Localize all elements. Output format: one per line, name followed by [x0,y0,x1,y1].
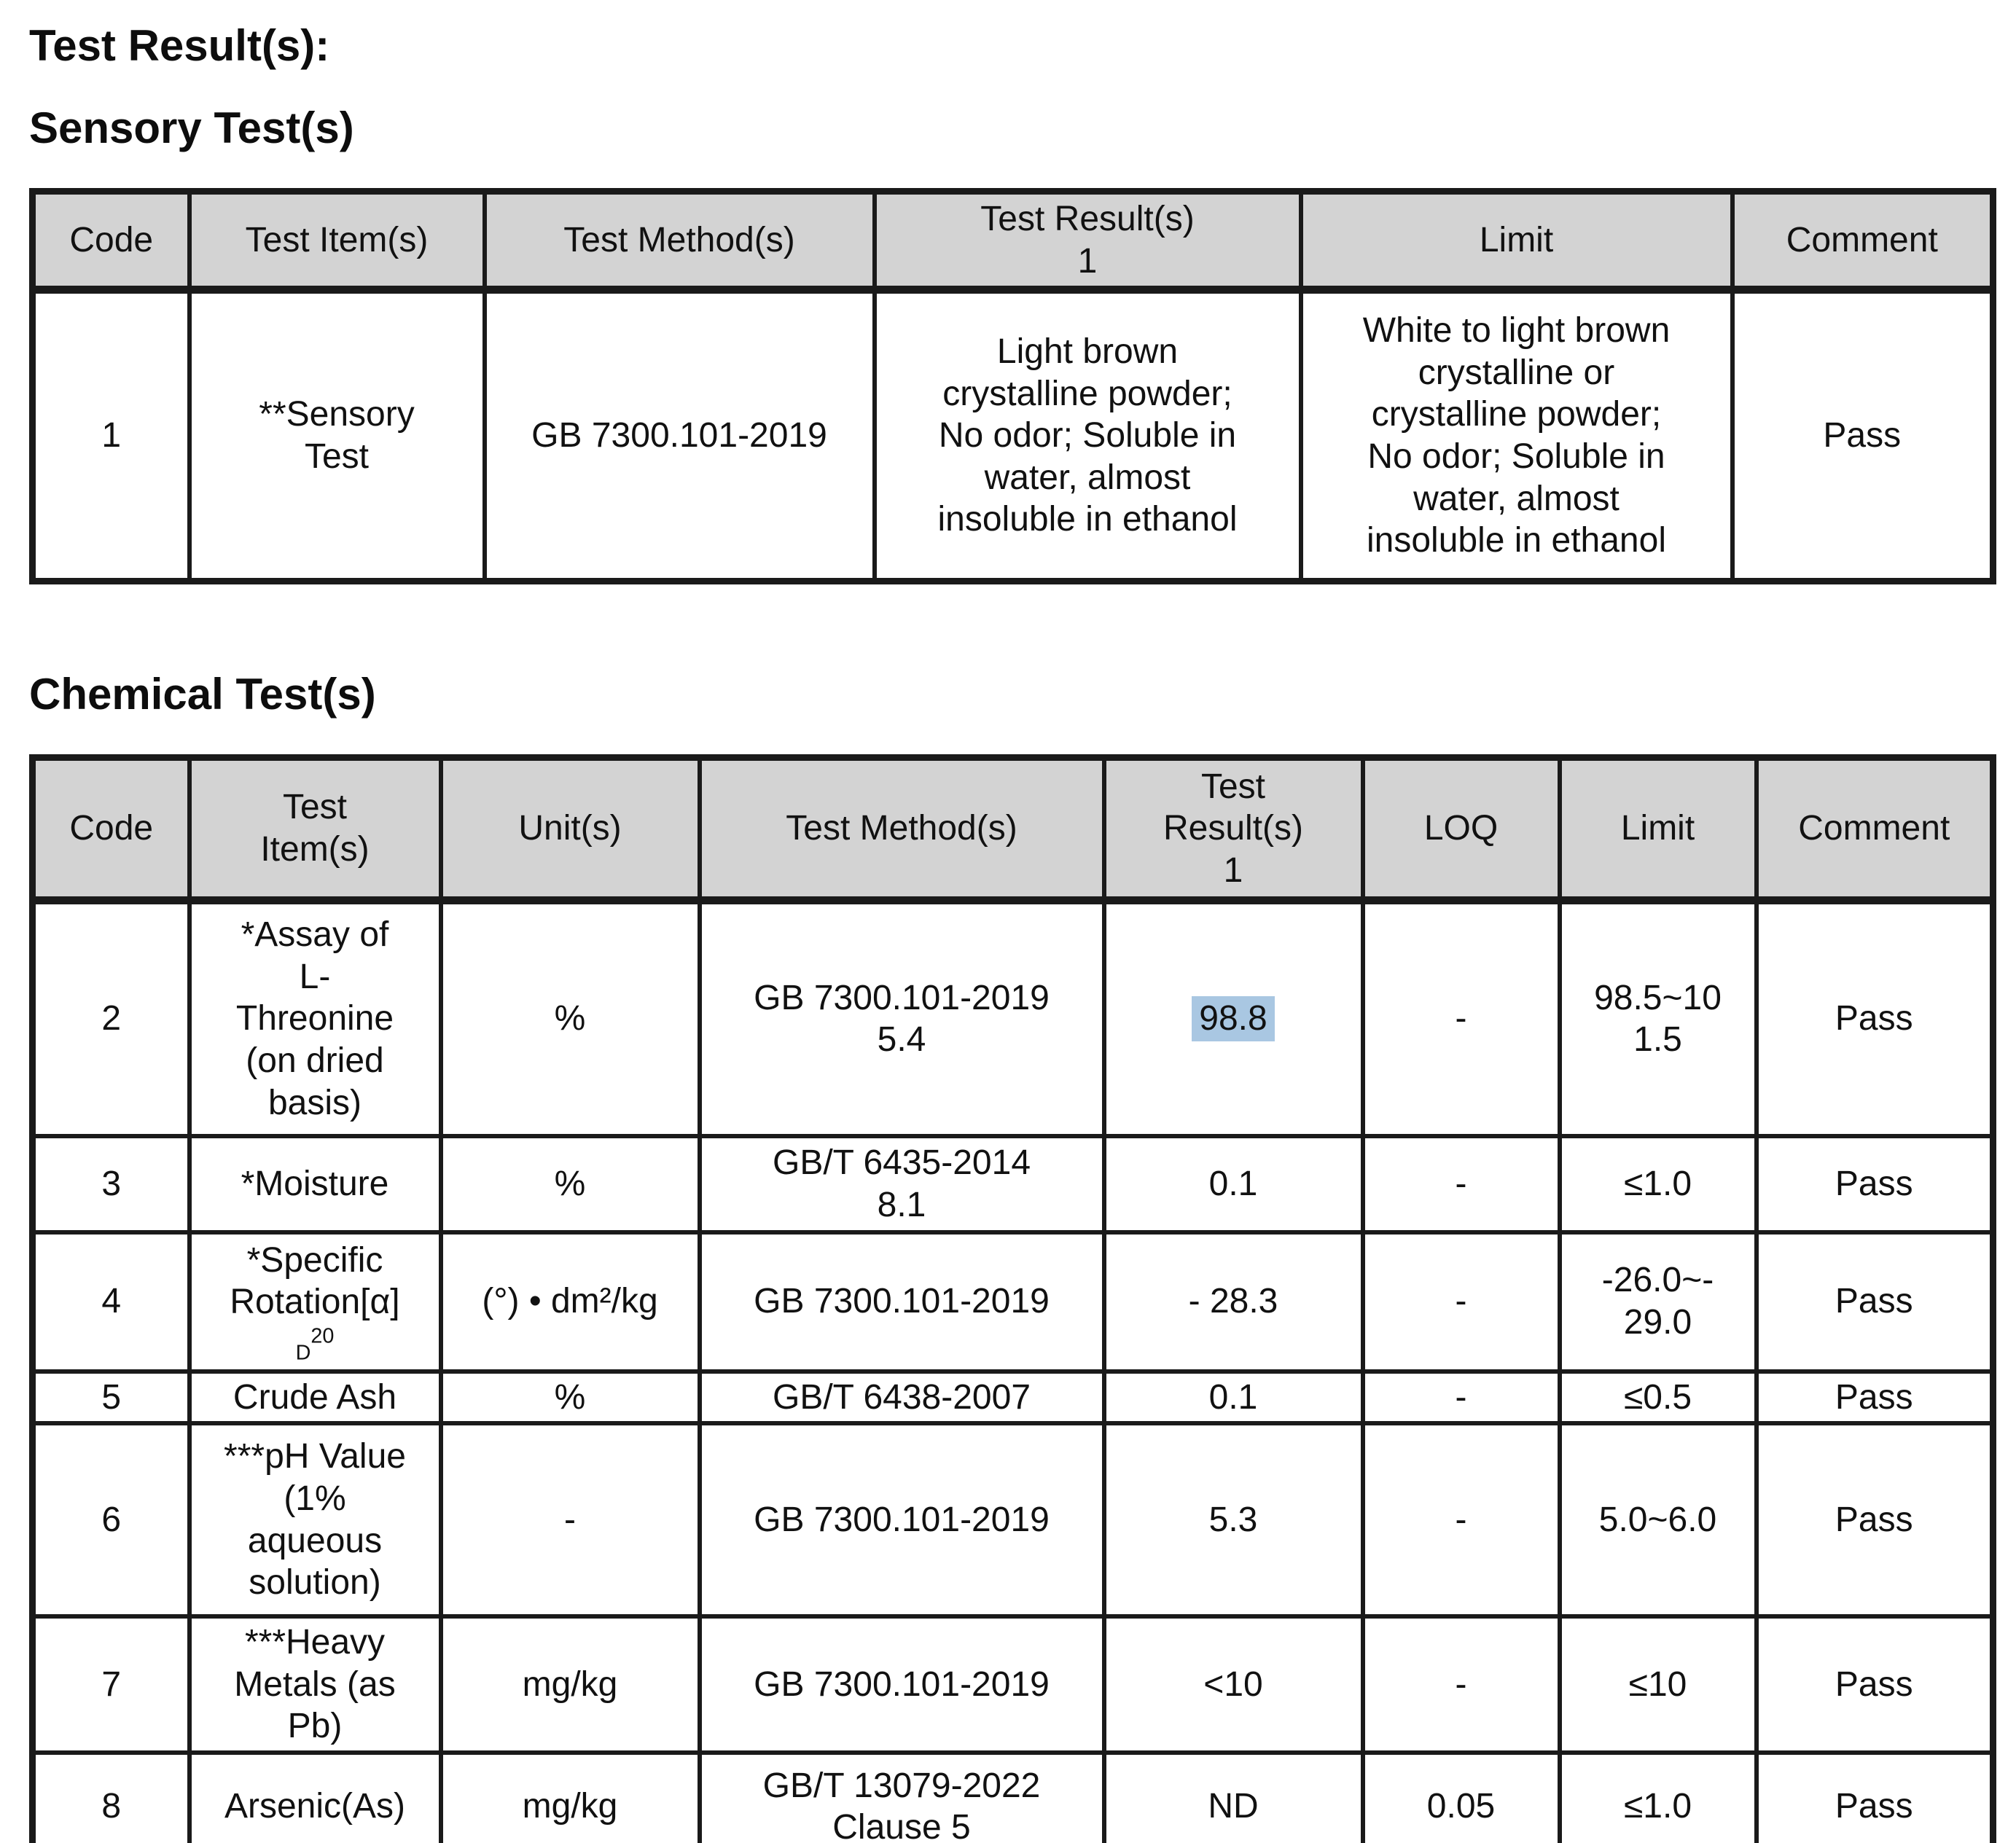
rotation-superscript: 20 [310,1324,335,1348]
col-header-limit: Limit [1557,755,1759,904]
result-cell: 0.1 [1101,1133,1365,1234]
item-cell: **Sensory Test [187,287,487,584]
rotation-notation: D20 [199,1325,431,1363]
chemical-section-heading: Chemical Test(s) [29,670,376,719]
limit-cell: 5.0~6.0 [1557,1421,1759,1619]
col-header-limit: Limit [1298,189,1735,294]
col-header-test-result: Test Result(s) 1 [872,189,1303,294]
result-cell: ND [1101,1750,1365,1843]
method-cell: GB/T 6438-2007 [697,1369,1106,1426]
unit-cell: (°) • dm²/kg [438,1229,702,1374]
method-cell: GB/T 13079-2022 Clause 5 [697,1750,1106,1843]
unit-cell: % [438,1133,702,1234]
chemical-row-4: 4 *Specific Rotation[α] D20 (°) • dm²/kg… [30,1229,1996,1374]
code-cell: 5 [30,1369,192,1426]
col-header-test-result: Test Result(s) 1 [1101,755,1365,904]
sensory-test-table: Code Test Item(s) Test Method(s) Test Re… [29,188,1996,584]
col-header-code: Code [30,755,192,904]
code-cell: 2 [30,898,192,1138]
comment-cell: Pass [1754,898,1996,1138]
col-header-loq: LOQ [1360,755,1562,904]
limit-cell: ≤10 [1557,1614,1759,1755]
item-cell: *Moisture [187,1133,443,1234]
chemical-row-2: 2 *Assay of L- Threonine (on dried basis… [30,898,1996,1138]
unit-cell: - [438,1421,702,1619]
chemical-row-8: 8 Arsenic(As) mg/kg GB/T 13079-2022 Clau… [30,1750,1996,1843]
page-title: Test Result(s): [29,21,330,70]
method-cell: GB 7300.101-2019 [697,1229,1106,1374]
loq-cell: - [1360,1229,1562,1374]
result-cell: Light brown crystalline powder; No odor;… [872,287,1303,584]
chemical-test-table: Code Test Item(s) Unit(s) Test Method(s)… [29,754,1996,1843]
limit-cell: 98.5~10 1.5 [1557,898,1759,1138]
unit-cell: mg/kg [438,1750,702,1843]
chemical-row-6: 6 ***pH Value (1% aqueous solution) - GB… [30,1421,1996,1619]
highlighted-result: 98.8 [1192,996,1275,1042]
sensory-section-heading: Sensory Test(s) [29,103,354,152]
code-cell: 3 [30,1133,192,1234]
comment-cell: Pass [1754,1369,1996,1426]
method-cell: GB 7300.101-2019 [482,287,877,584]
unit-cell: % [438,898,702,1138]
chemical-row-3: 3 *Moisture % GB/T 6435-2014 8.1 0.1 - ≤… [30,1133,1996,1234]
result-cell: - 28.3 [1101,1229,1365,1374]
limit-cell: White to light brown crystalline or crys… [1298,287,1735,584]
loq-cell: 0.05 [1360,1750,1562,1843]
item-text: *Specific Rotation[α] [230,1240,400,1322]
limit-cell: ≤1.0 [1557,1133,1759,1234]
code-cell: 1 [30,287,192,584]
unit-cell: mg/kg [438,1614,702,1755]
item-cell: *Specific Rotation[α] D20 [187,1229,443,1374]
method-cell: GB 7300.101-2019 5.4 [697,898,1106,1138]
sensory-row-1: 1 **Sensory Test GB 7300.101-2019 Light … [30,287,1996,584]
col-header-comment: Comment [1754,755,1996,904]
item-cell: Arsenic(As) [187,1750,443,1843]
item-cell: *Assay of L- Threonine (on dried basis) [187,898,443,1138]
col-header-test-method: Test Method(s) [482,189,877,294]
col-header-test-method: Test Method(s) [697,755,1106,904]
result-cell: 0.1 [1101,1369,1365,1426]
col-header-test-item: Test Item(s) [187,189,487,294]
col-header-test-item: Test Item(s) [187,755,443,904]
result-cell: 98.8 [1101,898,1365,1138]
method-cell: GB 7300.101-2019 [697,1614,1106,1755]
method-cell: GB/T 6435-2014 8.1 [697,1133,1106,1234]
col-header-comment: Comment [1730,189,1996,294]
loq-cell: - [1360,1369,1562,1426]
code-cell: 4 [30,1229,192,1374]
item-cell: Crude Ash [187,1369,443,1426]
col-header-code: Code [30,189,192,294]
rotation-subscript: D [295,1341,311,1365]
result-cell: 5.3 [1101,1421,1365,1619]
loq-cell: - [1360,898,1562,1138]
sensory-header-row: Code Test Item(s) Test Method(s) Test Re… [30,189,1996,294]
comment-cell: Pass [1754,1229,1996,1374]
comment-cell: Pass [1754,1421,1996,1619]
comment-cell: Pass [1754,1750,1996,1843]
unit-cell: % [438,1369,702,1426]
loq-cell: - [1360,1421,1562,1619]
code-cell: 8 [30,1750,192,1843]
loq-cell: - [1360,1133,1562,1234]
chemical-row-7: 7 ***Heavy Metals (as Pb) mg/kg GB 7300.… [30,1614,1996,1755]
loq-cell: - [1360,1614,1562,1755]
limit-cell: ≤0.5 [1557,1369,1759,1426]
chemical-row-5: 5 Crude Ash % GB/T 6438-2007 0.1 - ≤0.5 … [30,1369,1996,1426]
limit-cell: ≤1.0 [1557,1750,1759,1843]
comment-cell: Pass [1730,287,1996,584]
comment-cell: Pass [1754,1614,1996,1755]
col-header-unit: Unit(s) [438,755,702,904]
result-cell: <10 [1101,1614,1365,1755]
limit-cell: -26.0~- 29.0 [1557,1229,1759,1374]
chemical-header-row: Code Test Item(s) Unit(s) Test Method(s)… [30,755,1996,904]
code-cell: 7 [30,1614,192,1755]
item-cell: ***Heavy Metals (as Pb) [187,1614,443,1755]
comment-cell: Pass [1754,1133,1996,1234]
code-cell: 6 [30,1421,192,1619]
item-cell: ***pH Value (1% aqueous solution) [187,1421,443,1619]
method-cell: GB 7300.101-2019 [697,1421,1106,1619]
